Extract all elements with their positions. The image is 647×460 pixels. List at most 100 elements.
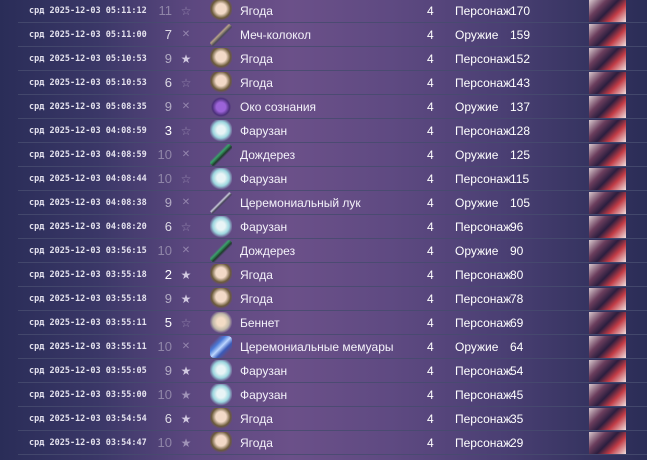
item-name[interactable]: Фарузан [240, 388, 288, 402]
pull-number: 29 [510, 436, 524, 450]
rarity: 4 [427, 388, 434, 402]
item-name[interactable]: Меч-колокол [240, 28, 312, 42]
rarity: 4 [427, 4, 434, 18]
banner-thumbnail[interactable] [589, 96, 626, 118]
pity-count: 9 [164, 99, 172, 114]
history-row[interactable]: срд 2025-12-03 05:11:12 11 ☆ Ягода 4 Персонаж… [18, 0, 647, 23]
banner-thumbnail[interactable] [589, 360, 626, 382]
banner-thumbnail[interactable] [589, 312, 626, 334]
item-name[interactable]: Ягода [240, 4, 273, 18]
pull-number: 90 [510, 244, 524, 258]
history-row[interactable]: срд 2025-12-03 04:08:20 6 ☆ Фарузан 4 Персона… [18, 215, 647, 239]
history-row[interactable]: срд 2025-12-03 03:54:47 10 ★ Ягода 4 Персонаж… [18, 431, 647, 455]
item-name[interactable]: Ягода [240, 268, 273, 282]
star-filled-icon: ★ [180, 388, 192, 402]
star-outline-icon: ☆ [180, 316, 192, 330]
pull-number: 152 [510, 52, 531, 66]
item-name[interactable]: Фарузан [240, 364, 288, 378]
banner-thumbnail[interactable] [589, 264, 626, 286]
history-row[interactable]: срд 2025-12-03 05:11:00 7 ✕ Меч-колокол 4 Ору… [18, 23, 647, 47]
history-row[interactable]: срд 2025-12-03 03:55:11 10 ✕ Церемониальные… [18, 335, 647, 359]
item-type: Персонаж [455, 220, 512, 234]
banner-thumbnail[interactable] [589, 336, 626, 358]
item-name[interactable]: Ягода [240, 412, 273, 426]
timestamp: срд 2025-12-03 04:08:20 [29, 222, 147, 232]
item-name[interactable]: Фарузан [240, 220, 288, 234]
item-name[interactable]: Ягода [240, 76, 273, 90]
banner-thumbnail[interactable] [589, 144, 626, 166]
banner-thumbnail[interactable] [589, 120, 626, 142]
rarity: 4 [427, 316, 434, 330]
history-row[interactable]: срд 2025-12-03 05:10:53 9 ★ Ягода 4 Персонаж 1… [18, 47, 647, 71]
pity-count: 6 [164, 75, 172, 90]
history-row[interactable]: срд 2025-12-03 03:55:11 5 ☆ Беннет 4 Персонаж… [18, 311, 647, 335]
pity-count: 6 [164, 219, 172, 234]
pull-number: 35 [510, 412, 524, 426]
rarity: 4 [427, 172, 434, 186]
item-type: Персонаж [455, 364, 512, 378]
history-row[interactable]: срд 2025-12-03 03:55:18 9 ★ Ягода 4 Персонаж 7… [18, 287, 647, 311]
item-icon [210, 192, 232, 214]
banner-thumbnail[interactable] [589, 216, 626, 238]
banner-thumbnail[interactable] [589, 168, 626, 190]
banner-thumbnail[interactable] [589, 192, 626, 214]
banner-thumbnail[interactable] [589, 288, 626, 310]
pull-number: 69 [510, 316, 524, 330]
item-icon [210, 24, 232, 46]
star-slash-icon: ✕ [181, 29, 191, 40]
banner-thumbnail[interactable] [589, 24, 626, 46]
item-type: Оружие [455, 244, 499, 258]
banner-thumbnail[interactable] [589, 72, 626, 94]
item-name[interactable]: Око сознания [240, 100, 317, 114]
item-icon [210, 216, 232, 238]
banner-thumbnail[interactable] [589, 240, 626, 262]
item-name[interactable]: Фарузан [240, 124, 288, 138]
item-type: Персонаж [455, 412, 512, 426]
banner-thumbnail[interactable] [589, 0, 626, 22]
item-name[interactable]: Ягода [240, 436, 273, 450]
banner-thumbnail[interactable] [589, 408, 626, 430]
rarity: 4 [427, 292, 434, 306]
item-type: Персонаж [455, 172, 512, 186]
banner-thumbnail[interactable] [589, 432, 626, 454]
timestamp: срд 2025-12-03 05:11:12 [29, 6, 147, 16]
history-row[interactable]: срд 2025-12-03 03:56:15 10 ✕ Дождерез 4 Оружи… [18, 239, 647, 263]
history-row[interactable]: срд 2025-12-03 04:08:59 3 ☆ Фарузан 4 Персона… [18, 119, 647, 143]
pity-count: 9 [164, 195, 172, 210]
item-icon [210, 0, 232, 22]
history-row[interactable]: срд 2025-12-03 04:08:38 9 ✕ Церемониальный … [18, 191, 647, 215]
history-row[interactable]: срд 2025-12-03 05:08:35 9 ✕ Око сознания 4 Ор… [18, 95, 647, 119]
item-name[interactable]: Фарузан [240, 172, 288, 186]
item-name[interactable]: Дождерез [240, 244, 296, 258]
history-row[interactable]: срд 2025-12-03 04:08:59 10 ✕ Дождерез 4 Оружи… [18, 143, 647, 167]
pity-count: 2 [164, 267, 172, 282]
item-name[interactable]: Церемониальный лук [240, 196, 361, 210]
history-row[interactable]: срд 2025-12-03 05:10:53 6 ☆ Ягода 4 Персонаж 1… [18, 71, 647, 95]
history-row[interactable]: срд 2025-12-03 03:55:18 2 ★ Ягода 4 Персонаж 8… [18, 263, 647, 287]
star-slash-icon: ✕ [181, 341, 191, 352]
star-filled-icon: ★ [180, 52, 192, 66]
history-row[interactable]: срд 2025-12-03 03:54:54 6 ★ Ягода 4 Персонаж 3… [18, 407, 647, 431]
item-name[interactable]: Церемониальные мемуары [240, 340, 394, 354]
timestamp: срд 2025-12-03 04:08:59 [29, 126, 147, 136]
banner-thumbnail[interactable] [589, 384, 626, 406]
pull-number: 115 [510, 172, 530, 186]
pull-number: 64 [510, 340, 524, 354]
item-name[interactable]: Ягода [240, 52, 273, 66]
item-type: Оружие [455, 100, 499, 114]
history-row[interactable]: срд 2025-12-03 03:55:00 10 ★ Фарузан 4 Персон… [18, 383, 647, 407]
timestamp: срд 2025-12-03 03:55:18 [29, 294, 147, 304]
history-row[interactable]: срд 2025-12-03 03:55:05 9 ★ Фарузан 4 Персона… [18, 359, 647, 383]
star-slash-icon: ✕ [181, 245, 191, 256]
timestamp: срд 2025-12-03 05:08:35 [29, 102, 147, 112]
item-type: Оружие [455, 148, 499, 162]
pull-number: 96 [510, 220, 524, 234]
banner-thumbnail[interactable] [589, 48, 626, 70]
item-name[interactable]: Ягода [240, 292, 273, 306]
star-slash-icon: ✕ [181, 101, 191, 112]
item-name[interactable]: Беннет [240, 316, 280, 330]
item-name[interactable]: Дождерез [240, 148, 296, 162]
history-row[interactable]: срд 2025-12-03 04:08:44 10 ☆ Фарузан 4 Персон… [18, 167, 647, 191]
timestamp: срд 2025-12-03 05:10:53 [29, 78, 147, 88]
rarity: 4 [427, 412, 434, 426]
